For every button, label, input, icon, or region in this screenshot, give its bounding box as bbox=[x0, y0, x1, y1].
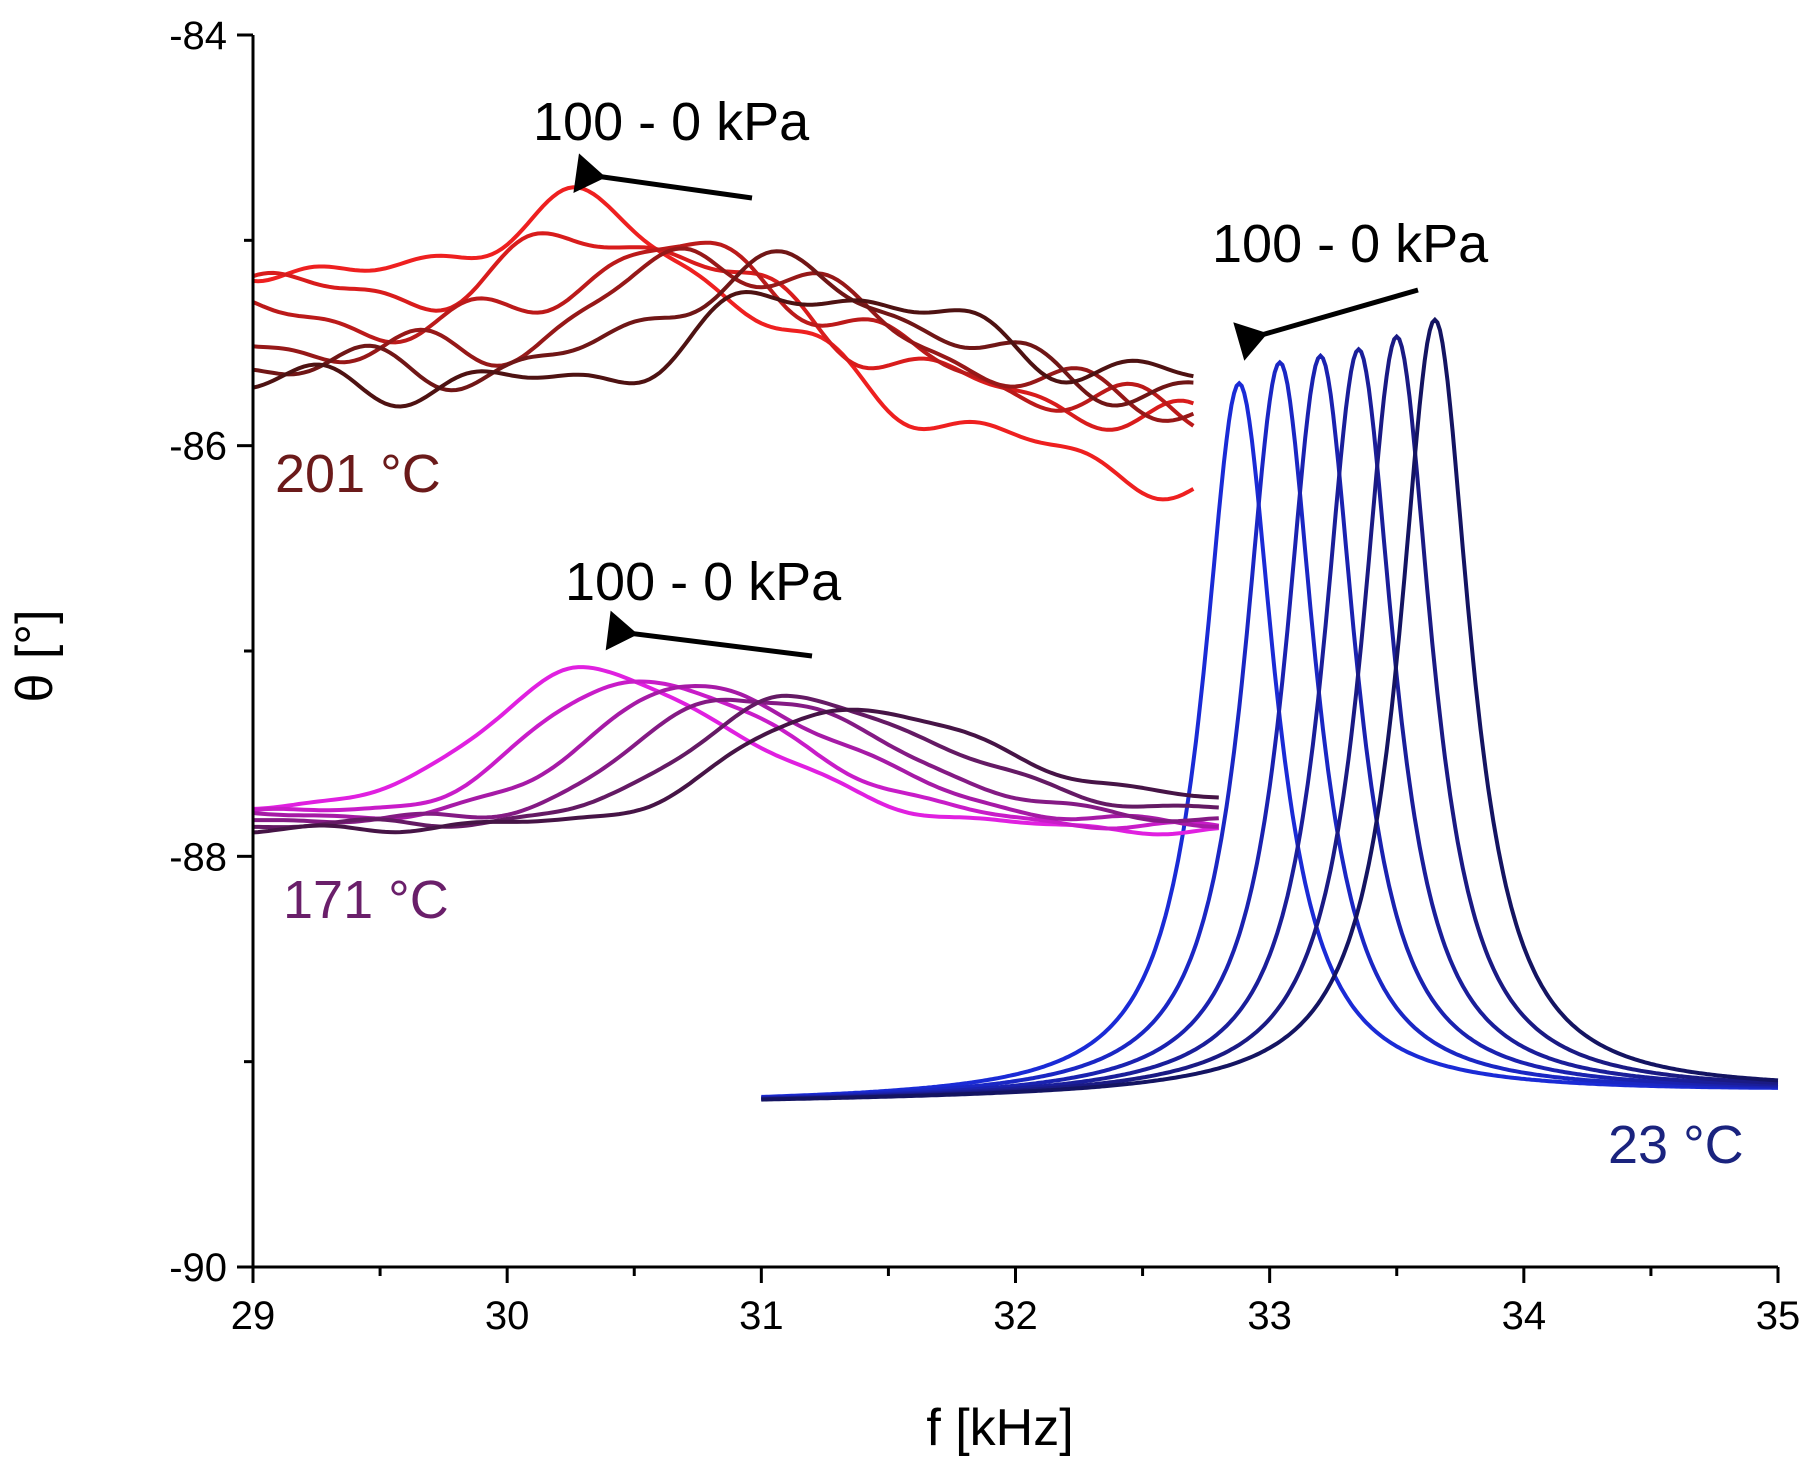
curve-171c-4 bbox=[253, 697, 1219, 825]
label-171c: 171 °C bbox=[283, 870, 449, 930]
x-tick-label: 30 bbox=[485, 1294, 530, 1338]
y-tick-label: -90 bbox=[169, 1246, 227, 1290]
curve-201c-1 bbox=[252, 185, 1195, 502]
curve-23c-1 bbox=[761, 380, 1778, 1099]
x-tick-label: 35 bbox=[1756, 1294, 1801, 1338]
x-tick-label: 32 bbox=[993, 1294, 1038, 1338]
arrow-171-pressure bbox=[605, 610, 813, 659]
curve-171c-5 bbox=[253, 693, 1219, 830]
y-ticks: -90 -88 -86 -84 bbox=[169, 14, 253, 1290]
x-ticks: 29 30 31 32 33 34 35 bbox=[231, 1267, 1801, 1338]
curve-171c-6 bbox=[252, 707, 1219, 835]
curve-201c-4 bbox=[252, 246, 1195, 423]
curve-201c-3 bbox=[252, 240, 1195, 428]
x-tick-label: 33 bbox=[1247, 1294, 1292, 1338]
x-axis-title: f [kHz] bbox=[926, 1399, 1073, 1457]
y-tick-label: -84 bbox=[169, 14, 227, 58]
label-201c: 201 °C bbox=[275, 444, 441, 504]
curve-23c-4 bbox=[761, 346, 1779, 1101]
arrow-201-pressure bbox=[573, 153, 753, 201]
curve-201c-5 bbox=[252, 249, 1194, 408]
curve-23c-6 bbox=[761, 316, 1779, 1102]
curves-23c bbox=[761, 316, 1779, 1102]
curves-171c bbox=[252, 665, 1220, 837]
label-23c: 23 °C bbox=[1608, 1115, 1744, 1175]
curves-201c bbox=[252, 185, 1195, 502]
annotation-171-pressure: 100 - 0 kPa bbox=[565, 552, 842, 612]
curve-201c-6 bbox=[252, 289, 1194, 409]
x-tick-label: 29 bbox=[231, 1294, 276, 1338]
y-tick-label: -88 bbox=[169, 835, 227, 879]
curve-23c-3 bbox=[761, 352, 1778, 1101]
y-axis-title: θ [°] bbox=[6, 609, 64, 702]
x-tick-label: 34 bbox=[1502, 1294, 1547, 1338]
axes: 29 30 31 32 33 34 35 -90 -88 -86 -84 bbox=[169, 14, 1800, 1338]
x-tick-label: 31 bbox=[739, 1294, 784, 1338]
annotation-201-pressure: 100 - 0 kPa bbox=[533, 92, 810, 152]
curve-23c-2 bbox=[761, 359, 1779, 1100]
curve-171c-2 bbox=[252, 679, 1220, 831]
y-tick-label: -86 bbox=[169, 425, 227, 469]
curve-201c-2 bbox=[252, 231, 1195, 432]
arrow-23-pressure bbox=[1233, 287, 1419, 361]
annotation-23-pressure: 100 - 0 kPa bbox=[1212, 214, 1489, 274]
